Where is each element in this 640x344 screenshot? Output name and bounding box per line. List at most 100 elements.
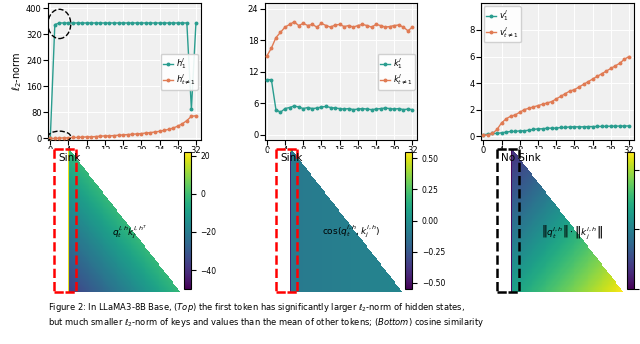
$v_{t\neq1}^l$ — [561, 92, 569, 96]
$h_{t\neq1}^l$ — [156, 129, 163, 133]
$k_{t\neq1}^l$ — [399, 25, 407, 29]
$h_1^l$ — [142, 21, 150, 25]
$h_{t\neq1}^l$ — [142, 131, 150, 135]
$v_{t\neq1}^l$ — [489, 131, 497, 136]
$h_{t\neq1}^l$ — [65, 136, 72, 140]
$v_1^l$ — [625, 124, 633, 128]
$k_1^l$ — [276, 110, 284, 114]
$k_1^l$ — [349, 108, 357, 112]
Line: $h_{t\neq1}^l$: $h_{t\neq1}^l$ — [49, 115, 197, 140]
$h_{t\neq1}^l$ — [138, 131, 145, 136]
$h_{t\neq1}^l$ — [170, 126, 177, 130]
$v_{t\neq1}^l$ — [616, 61, 624, 65]
$k_{t\neq1}^l$ — [281, 25, 289, 29]
$v_1^l$ — [548, 126, 556, 130]
$v_{t\neq1}^l$ — [498, 121, 506, 125]
$v_{t\neq1}^l$ — [598, 72, 605, 76]
$h_{t\neq1}^l$ — [83, 135, 90, 139]
X-axis label: Block: Block — [328, 157, 354, 167]
Text: Sink: Sink — [280, 153, 302, 163]
$v_1^l$ — [543, 126, 551, 130]
$h_{t\neq1}^l$ — [106, 134, 113, 138]
$h_1^l$ — [164, 21, 172, 25]
$h_{t\neq1}^l$ — [188, 114, 195, 118]
$v_{t\neq1}^l$ — [543, 101, 551, 105]
$h_{t\neq1}^l$ — [51, 137, 59, 141]
$h_1^l$ — [88, 21, 95, 25]
$v_1^l$ — [502, 130, 510, 134]
$k_1^l$ — [363, 107, 371, 111]
Text: No Sink: No Sink — [501, 153, 541, 163]
$v_1^l$ — [593, 125, 601, 129]
$h_1^l$ — [129, 21, 136, 25]
$h_{t\neq1}^l$ — [129, 132, 136, 136]
$k_{t\neq1}^l$ — [340, 24, 348, 29]
$h_1^l$ — [156, 21, 163, 25]
$k_{t\neq1}^l$ — [363, 23, 371, 28]
$h_{t\neq1}^l$ — [119, 133, 127, 137]
$v_{t\neq1}^l$ — [520, 108, 528, 112]
$k_1^l$ — [304, 106, 312, 110]
$k_1^l$ — [295, 105, 303, 109]
$v_1^l$ — [612, 124, 620, 128]
$h_1^l$ — [133, 21, 141, 25]
$v_1^l$ — [498, 131, 506, 135]
Line: $v_1^l$: $v_1^l$ — [482, 125, 630, 136]
$k_{t\neq1}^l$ — [313, 25, 321, 29]
$v_1^l$ — [566, 125, 573, 129]
$v_{t\neq1}^l$ — [511, 113, 519, 117]
$v_{t\neq1}^l$ — [539, 102, 547, 106]
$h_{t\neq1}^l$ — [56, 136, 63, 140]
$h_1^l$ — [115, 21, 122, 25]
$k_{t\neq1}^l$ — [377, 23, 385, 28]
$h_{t\neq1}^l$ — [183, 118, 191, 122]
$k_1^l$ — [372, 107, 380, 111]
$k_{t\neq1}^l$ — [336, 22, 344, 26]
$k_1^l$ — [263, 78, 271, 82]
$v_{t\neq1}^l$ — [507, 114, 515, 118]
$v_1^l$ — [621, 124, 628, 128]
$h_{t\neq1}^l$ — [192, 114, 200, 118]
$k_1^l$ — [326, 106, 334, 110]
$h_1^l$ — [74, 21, 81, 25]
Text: Sink: Sink — [58, 153, 81, 163]
$k_{t\neq1}^l$ — [386, 24, 394, 29]
$h_{t\neq1}^l$ — [160, 128, 168, 132]
$h_{t\neq1}^l$ — [78, 135, 86, 139]
Text: $q_t^{l,h} k_j^{l,h^T}$: $q_t^{l,h} k_j^{l,h^T}$ — [112, 224, 147, 241]
$k_{t\neq1}^l$ — [349, 25, 357, 29]
$h_{t\neq1}^l$ — [124, 132, 131, 137]
$h_{t\neq1}^l$ — [115, 133, 122, 137]
$k_1^l$ — [354, 107, 362, 111]
Legend: $v_1^l$, $v_{t\neq1}^l$: $v_1^l$, $v_{t\neq1}^l$ — [484, 6, 521, 42]
$k_1^l$ — [345, 107, 353, 111]
$k_1^l$ — [386, 107, 394, 111]
$h_{t\neq1}^l$ — [151, 130, 159, 134]
$v_{t\neq1}^l$ — [575, 85, 583, 89]
$h_1^l$ — [106, 21, 113, 25]
$v_{t\neq1}^l$ — [479, 133, 487, 138]
$v_1^l$ — [493, 131, 501, 136]
Line: $k_1^l$: $k_1^l$ — [266, 78, 413, 114]
$k_{t\neq1}^l$ — [395, 23, 403, 27]
$h_{t\neq1}^l$ — [101, 134, 109, 138]
$k_{t\neq1}^l$ — [285, 22, 293, 26]
$k_{t\neq1}^l$ — [354, 23, 362, 28]
$h_{t\neq1}^l$ — [60, 136, 68, 140]
$h_1^l$ — [188, 107, 195, 111]
$k_1^l$ — [381, 106, 389, 110]
$v_1^l$ — [607, 124, 614, 128]
$v_{t\neq1}^l$ — [602, 69, 610, 73]
$k_{t\neq1}^l$ — [372, 22, 380, 26]
$v_{t\neq1}^l$ — [530, 105, 538, 109]
$k_{t\neq1}^l$ — [291, 20, 298, 24]
$k_{t\neq1}^l$ — [404, 29, 412, 33]
$k_1^l$ — [317, 105, 325, 109]
$k_{t\neq1}^l$ — [390, 23, 398, 28]
$h_1^l$ — [174, 21, 182, 25]
$v_{t\neq1}^l$ — [525, 106, 532, 110]
$v_1^l$ — [479, 133, 487, 137]
$h_1^l$ — [101, 21, 109, 25]
Text: $\left\|q_t^{l,h}\right\| \cdot \left\|k_j^{l,h}\right\|$: $\left\|q_t^{l,h}\right\| \cdot \left\|k… — [541, 223, 604, 241]
$v_1^l$ — [484, 132, 492, 136]
